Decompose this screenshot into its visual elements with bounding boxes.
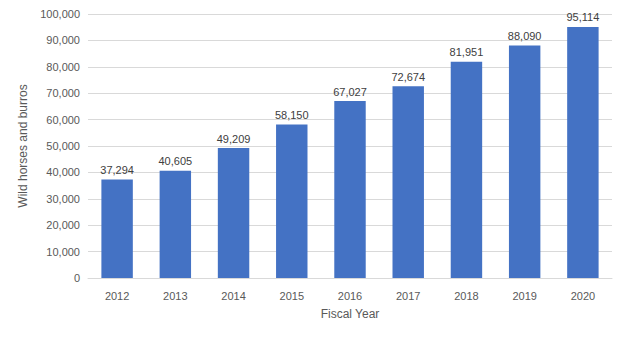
svg-text:80,000: 80,000 [46, 61, 80, 73]
svg-text:50,000: 50,000 [46, 140, 80, 152]
svg-text:2014: 2014 [221, 290, 245, 302]
svg-text:2020: 2020 [571, 290, 595, 302]
svg-text:40,605: 40,605 [159, 155, 193, 167]
svg-text:0: 0 [74, 272, 80, 284]
svg-text:Wild horses and burros: Wild horses and burros [16, 84, 30, 207]
svg-text:2018: 2018 [454, 290, 478, 302]
svg-text:70,000: 70,000 [46, 87, 80, 99]
svg-text:20,000: 20,000 [46, 219, 80, 231]
svg-text:40,000: 40,000 [46, 166, 80, 178]
svg-text:72,674: 72,674 [391, 71, 425, 83]
svg-text:81,951: 81,951 [450, 46, 484, 58]
svg-text:100,000: 100,000 [40, 8, 80, 20]
svg-text:90,000: 90,000 [46, 34, 80, 46]
svg-text:Fiscal Year: Fiscal Year [321, 307, 380, 321]
svg-text:2015: 2015 [280, 290, 304, 302]
svg-text:2013: 2013 [163, 290, 187, 302]
svg-text:60,000: 60,000 [46, 114, 80, 126]
svg-text:58,150: 58,150 [275, 109, 309, 121]
svg-text:67,027: 67,027 [333, 86, 367, 98]
svg-text:2019: 2019 [512, 290, 536, 302]
svg-text:2012: 2012 [105, 290, 129, 302]
svg-text:37,294: 37,294 [100, 164, 134, 176]
svg-text:88,090: 88,090 [508, 30, 542, 42]
svg-text:10,000: 10,000 [46, 246, 80, 258]
svg-text:2016: 2016 [338, 290, 362, 302]
svg-text:30,000: 30,000 [46, 193, 80, 205]
svg-text:95,114: 95,114 [566, 11, 599, 23]
svg-text:2017: 2017 [396, 290, 420, 302]
svg-text:49,209: 49,209 [217, 133, 251, 145]
